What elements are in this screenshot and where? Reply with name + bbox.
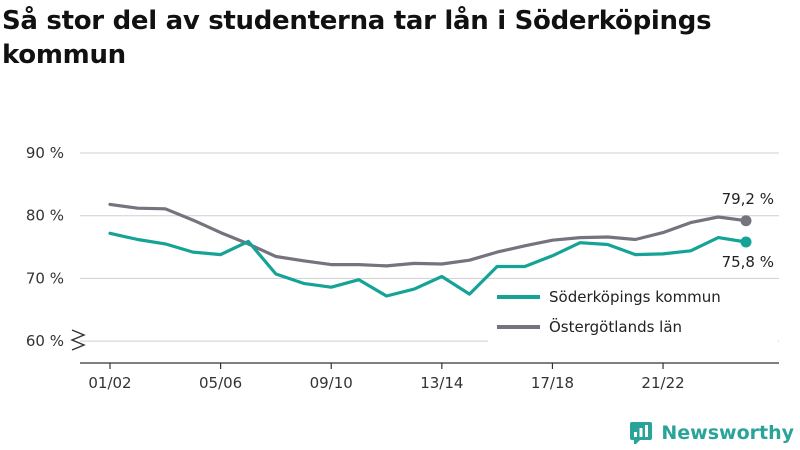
series-line-soderkoping bbox=[108, 231, 748, 298]
legend: Söderköpings kommun Östergötlands län bbox=[488, 280, 778, 344]
legend-label-ostergotland: Östergötlands län bbox=[549, 317, 682, 336]
bar-chart-icon bbox=[630, 422, 653, 444]
end-marker-soderkoping bbox=[740, 236, 752, 248]
end-label-ostergotland: 79,2 % bbox=[722, 190, 774, 208]
y-tick-label: 80 % bbox=[26, 207, 64, 225]
x-tick-label: 17/18 bbox=[531, 374, 574, 392]
end-label-soderkoping: 75,8 % bbox=[722, 253, 774, 271]
legend-background bbox=[488, 280, 778, 344]
end-marker-ostergotland bbox=[740, 215, 752, 227]
y-axis-break-icon bbox=[70, 329, 86, 351]
series-lines bbox=[108, 202, 748, 298]
x-tick-label: 13/14 bbox=[420, 374, 463, 392]
end-markers bbox=[740, 215, 752, 248]
chart-title: Så stor del av studenterna tar lån i Söd… bbox=[2, 6, 712, 70]
x-axis-ticks: 01/02 05/06 09/10 13/14 17/18 21/22 bbox=[88, 363, 685, 392]
x-tick-label: 01/02 bbox=[88, 374, 131, 392]
x-tick-label: 21/22 bbox=[641, 374, 684, 392]
y-tick-label: 70 % bbox=[26, 269, 64, 287]
series-line-ostergotland bbox=[108, 202, 748, 268]
legend-label-soderkoping: Söderköpings kommun bbox=[549, 288, 721, 306]
y-tick-label: 90 % bbox=[26, 144, 64, 162]
y-tick-label: 60 % bbox=[26, 332, 64, 350]
newsworthy-logo: Newsworthy bbox=[630, 422, 794, 444]
brand-name: Newsworthy bbox=[661, 422, 794, 444]
y-axis-ticks: 60 % 70 % 80 % 90 % bbox=[26, 144, 64, 350]
x-tick-label: 05/06 bbox=[199, 374, 242, 392]
x-tick-label: 09/10 bbox=[310, 374, 353, 392]
